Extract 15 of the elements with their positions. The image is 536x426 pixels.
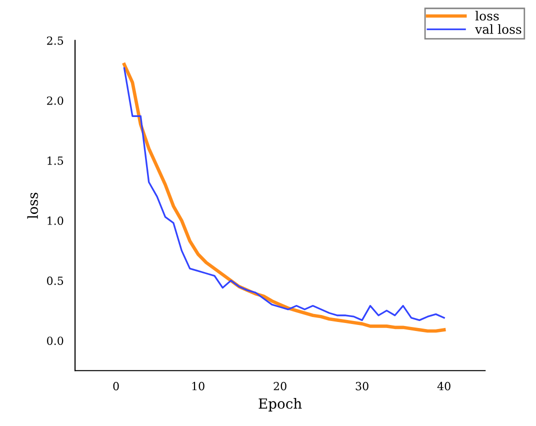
y-axis-title: loss: [27, 192, 38, 219]
x-tick-label: 0: [113, 382, 119, 390]
y-tick-label: 0.0: [46, 336, 64, 345]
x-tick-label: 40: [437, 382, 450, 390]
y-tick-label: 0.5: [46, 276, 64, 285]
x-axis-title: Epoch: [258, 398, 302, 412]
y-tick-label: 2.5: [47, 36, 64, 45]
legend-label: loss: [475, 10, 499, 21]
x-tick-label: 20: [274, 382, 286, 390]
legend-label: val loss: [475, 24, 522, 34]
y-tick-label: 2.0: [47, 96, 64, 105]
x-tick-label: 10: [192, 382, 204, 390]
y-tick-label: 1.0: [48, 216, 64, 225]
x-tick-label: 30: [356, 382, 368, 390]
y-tick-label: 1.5: [48, 156, 64, 165]
